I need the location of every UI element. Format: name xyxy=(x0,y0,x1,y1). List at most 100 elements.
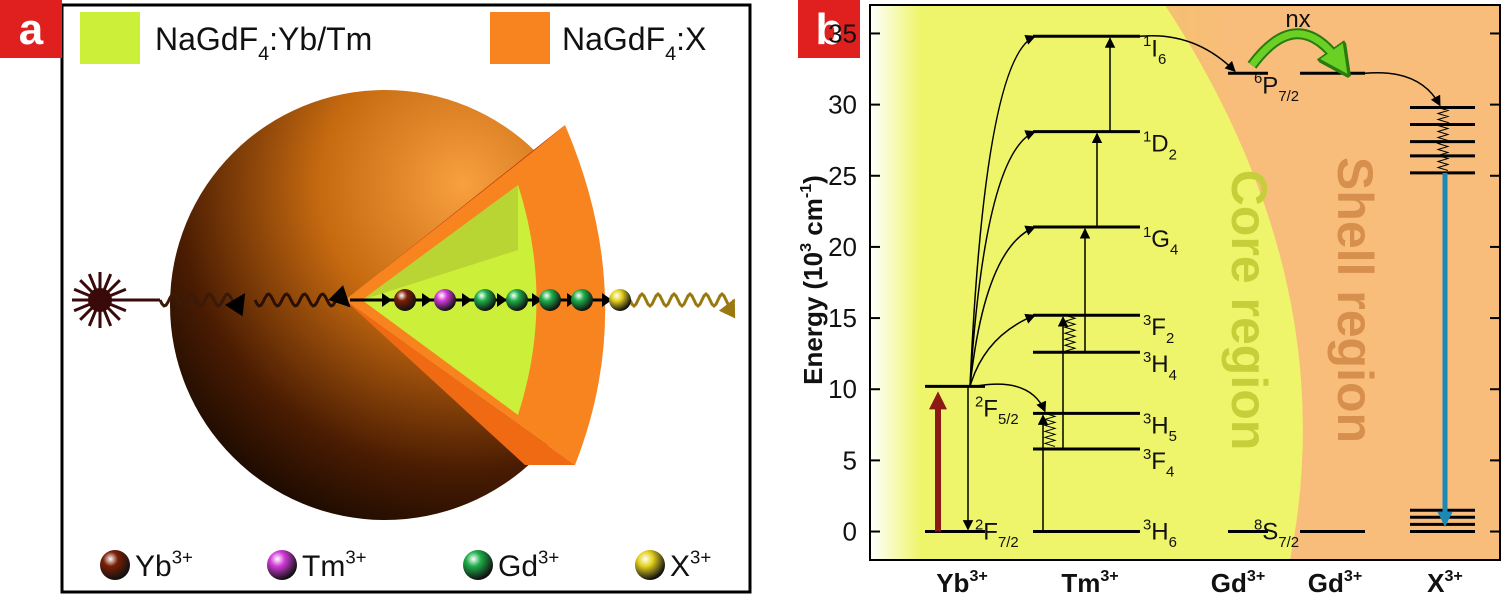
legend-swatch xyxy=(490,12,550,64)
y-axis-label: Energy (103 cm-1) xyxy=(797,175,828,385)
level-label-part: 2 xyxy=(1166,331,1174,347)
level-label-part: 4 xyxy=(1166,465,1174,481)
level-label-part: 3 xyxy=(1143,313,1151,329)
nonradiative xyxy=(1043,412,1057,447)
ion-ball xyxy=(539,289,561,311)
transfer xyxy=(969,225,1036,387)
level-label: 1I6 xyxy=(1143,34,1166,68)
ion-ball xyxy=(571,289,593,311)
arrowhead xyxy=(532,293,542,307)
level-label-part: F xyxy=(983,519,998,546)
ion-label-part: Gd xyxy=(1211,568,1247,598)
level-label-part: 3 xyxy=(1143,350,1151,366)
level-label: 6P7/2 xyxy=(1254,71,1299,105)
legend-label: NaGdF4:Yb/Tm xyxy=(155,21,372,65)
ion-ball xyxy=(394,289,416,311)
ion-ball xyxy=(609,289,631,311)
level-label-part: G xyxy=(1151,226,1170,253)
y-tick-label: 35 xyxy=(828,18,857,48)
arrowhead xyxy=(462,293,472,307)
panel-b-frame xyxy=(869,4,1501,561)
transfer xyxy=(1139,35,1236,73)
legend-label-part: :X xyxy=(676,21,706,57)
migration-label: nx xyxy=(1285,6,1310,33)
ion-label-part: Gd xyxy=(1308,568,1344,598)
ion-label-part: 3+ xyxy=(1444,567,1462,585)
ion-ball xyxy=(474,289,496,311)
level-label-part: 4 xyxy=(1170,243,1178,259)
ion-legend-label-part: 3+ xyxy=(345,546,366,567)
ion-legend-label: Gd3+ xyxy=(498,546,559,583)
level-label-part: 2 xyxy=(975,517,983,533)
y-tick-label: 15 xyxy=(828,303,857,333)
nonradiative xyxy=(1436,106,1450,171)
panel-badge xyxy=(798,0,860,58)
level-label-part: 7/2 xyxy=(1278,535,1299,551)
level-label-part: 3 xyxy=(1143,517,1151,533)
panel-badge xyxy=(0,0,62,58)
ion-label-part: Tm xyxy=(1061,568,1100,598)
panel-label: b xyxy=(816,5,843,54)
level-label-part: 2 xyxy=(975,394,983,410)
level-label-part: H xyxy=(1151,351,1168,378)
ion-label-part: 3+ xyxy=(1247,567,1265,585)
wave xyxy=(158,292,246,317)
ion-label: X3+ xyxy=(1427,567,1463,598)
level-label-part: F xyxy=(1151,448,1166,475)
transfer xyxy=(1364,71,1441,107)
level-label-part: 6 xyxy=(1158,52,1166,68)
wave xyxy=(253,285,351,308)
level-label-part: 1 xyxy=(1143,34,1151,50)
arrowhead xyxy=(422,293,432,307)
level-label-part: 7/2 xyxy=(1278,89,1299,105)
y-tick-label: 20 xyxy=(828,232,857,262)
shell-edge xyxy=(345,300,575,465)
regions xyxy=(870,5,1500,560)
ion-legend-label-part: Tm xyxy=(302,550,345,583)
y-tick-label: 25 xyxy=(828,161,857,191)
ion-legend-label-part: 3+ xyxy=(172,546,193,567)
level-label-part: 3 xyxy=(1143,411,1151,427)
legend-label-part: :Yb/Tm xyxy=(269,21,372,57)
legend-label-part: NaGdF xyxy=(562,21,665,57)
ion-legend-label-part: 3+ xyxy=(538,546,559,567)
y-axis-label-part: cm xyxy=(798,198,828,243)
ion-ball xyxy=(434,289,456,311)
level-label-part: 5/2 xyxy=(998,412,1019,428)
level-label-part: H xyxy=(1151,412,1168,439)
ion-label-part: 3+ xyxy=(1100,567,1118,585)
ion-legend-label-part: 3+ xyxy=(690,546,711,567)
ion-label-part: 3+ xyxy=(969,567,987,585)
level-label-part: 1 xyxy=(1143,130,1151,146)
level-label-part: 1 xyxy=(1143,225,1151,241)
level-label: 1D2 xyxy=(1143,130,1177,164)
shell-region-label: Shell region xyxy=(1327,157,1383,443)
transfer xyxy=(969,313,1036,387)
level-label: 2F7/2 xyxy=(975,517,1019,551)
level-label-part: 3 xyxy=(1143,447,1151,463)
level-label: 3F2 xyxy=(1143,313,1174,347)
level-label: 3F4 xyxy=(1143,447,1174,481)
arrowhead xyxy=(602,293,612,307)
level-label-part: I xyxy=(1151,35,1158,62)
ion-label-part: 3+ xyxy=(1344,567,1362,585)
y-tick-label: 0 xyxy=(843,517,857,547)
energy-migration xyxy=(1249,30,1343,68)
transfer xyxy=(969,34,1036,387)
ion-label: Gd3+ xyxy=(1308,567,1362,598)
level-label-part: P xyxy=(1262,72,1278,99)
level-label: 1G4 xyxy=(1143,225,1178,259)
legend-label-part: 4 xyxy=(258,43,269,65)
level-label: 3H6 xyxy=(1143,517,1177,551)
ion-legend-label-part: Yb xyxy=(135,550,172,583)
wave xyxy=(628,291,736,319)
level-label: 3H5 xyxy=(1143,411,1177,445)
arrowhead xyxy=(497,293,507,307)
ion-legend-label: X3+ xyxy=(670,546,711,583)
legend-label-part: 4 xyxy=(665,43,676,65)
y-axis-label-part: Energy (10 xyxy=(798,252,828,385)
level-label-part: 7/2 xyxy=(998,535,1019,551)
ion-label: Tm3+ xyxy=(1061,567,1118,598)
laser xyxy=(72,272,160,328)
